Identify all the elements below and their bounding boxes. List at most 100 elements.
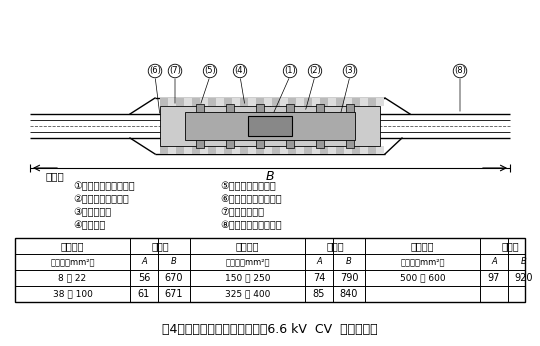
Bar: [336, 98, 344, 106]
Bar: [248, 146, 256, 154]
Text: (8): (8): [454, 66, 466, 75]
Bar: [248, 98, 256, 106]
Bar: [280, 146, 288, 154]
Text: B: B: [266, 170, 274, 182]
Bar: [344, 98, 352, 106]
Bar: [240, 146, 248, 154]
Text: (7): (7): [169, 66, 181, 75]
Bar: [256, 140, 264, 148]
Bar: [272, 146, 280, 154]
Bar: [280, 98, 288, 106]
Bar: [240, 98, 248, 106]
Text: 寸　法: 寸 法: [326, 241, 344, 251]
Text: B: B: [346, 257, 352, 266]
Bar: [224, 146, 232, 154]
Bar: [304, 98, 312, 106]
Text: A: A: [316, 257, 322, 266]
Bar: [208, 98, 216, 106]
Bar: [344, 146, 352, 154]
Bar: [168, 98, 176, 106]
Text: (4): (4): [234, 66, 246, 75]
Bar: [312, 146, 320, 154]
Text: ⑥：すずめっき軟銅線: ⑥：すずめっき軟銅線: [220, 194, 282, 204]
Text: 38 〜 100: 38 〜 100: [52, 290, 92, 299]
Text: ⑦：防水テープ: ⑦：防水テープ: [220, 207, 264, 217]
Text: (6): (6): [149, 66, 161, 75]
Bar: [200, 98, 208, 106]
Bar: [352, 146, 360, 154]
Bar: [200, 146, 208, 154]
Bar: [192, 98, 200, 106]
Text: 790: 790: [340, 273, 358, 283]
Text: A: A: [141, 257, 147, 266]
Text: 500 〜 600: 500 〜 600: [400, 273, 446, 282]
Text: 61: 61: [138, 289, 150, 299]
Text: 97: 97: [488, 273, 500, 283]
Text: 導体公称: 導体公称: [236, 241, 259, 251]
Bar: [256, 146, 264, 154]
Bar: [288, 98, 296, 106]
Text: 断面積〔mm²〕: 断面積〔mm²〕: [400, 257, 445, 266]
Bar: [360, 98, 368, 106]
Bar: [328, 146, 336, 154]
Bar: [320, 146, 328, 154]
Bar: [185, 112, 355, 140]
Bar: [15, 238, 525, 302]
Bar: [256, 104, 264, 112]
Text: ⑧：ケーブル遮へい層: ⑧：ケーブル遮へい層: [220, 220, 282, 230]
Text: 670: 670: [165, 273, 183, 283]
Bar: [346, 140, 354, 148]
Bar: [176, 98, 184, 106]
Bar: [296, 146, 304, 154]
Text: B: B: [171, 257, 177, 266]
Text: (5): (5): [204, 66, 216, 75]
Bar: [192, 146, 200, 154]
Text: ②：スリーブカバー: ②：スリーブカバー: [73, 194, 129, 204]
Text: 840: 840: [340, 289, 358, 299]
Text: B: B: [521, 257, 527, 266]
Bar: [328, 98, 336, 106]
Bar: [160, 146, 168, 154]
Text: 920: 920: [515, 273, 534, 283]
Text: 導体公称: 導体公称: [60, 241, 84, 251]
Bar: [168, 146, 176, 154]
Text: 325 〜 400: 325 〜 400: [225, 290, 270, 299]
Text: 寸　法: 寸 法: [151, 241, 169, 251]
Bar: [286, 104, 294, 112]
Bar: [160, 106, 380, 146]
Bar: [264, 146, 272, 154]
Text: ①：導体接続スリーブ: ①：導体接続スリーブ: [73, 181, 134, 191]
Text: 導体公称: 導体公称: [411, 241, 434, 251]
Bar: [360, 146, 368, 154]
Bar: [232, 146, 240, 154]
Bar: [160, 98, 168, 106]
Text: (2): (2): [309, 66, 321, 75]
Text: ④：絶縁管: ④：絶縁管: [73, 220, 105, 230]
Bar: [196, 104, 204, 112]
Bar: [376, 98, 384, 106]
Bar: [346, 104, 354, 112]
Bar: [226, 104, 234, 112]
Bar: [248, 116, 292, 136]
Text: 74: 74: [313, 273, 325, 283]
Text: 断面積〔mm²〕: 断面積〔mm²〕: [225, 257, 270, 266]
Bar: [316, 104, 324, 112]
Text: ③：スペーサ: ③：スペーサ: [73, 207, 111, 217]
Bar: [232, 98, 240, 106]
Text: （注）: （注）: [45, 171, 64, 181]
Bar: [216, 98, 224, 106]
Bar: [316, 140, 324, 148]
Text: 断面積〔mm²〕: 断面積〔mm²〕: [50, 257, 94, 266]
Text: 8 〜 22: 8 〜 22: [58, 273, 86, 282]
Bar: [196, 140, 204, 148]
Bar: [224, 98, 232, 106]
Bar: [376, 146, 384, 154]
Bar: [320, 98, 328, 106]
Bar: [184, 98, 192, 106]
Bar: [272, 98, 280, 106]
Text: (1): (1): [284, 66, 296, 75]
Bar: [304, 146, 312, 154]
Text: ⑤：半導電性テープ: ⑤：半導電性テープ: [220, 181, 276, 191]
Bar: [256, 98, 264, 106]
Bar: [176, 146, 184, 154]
